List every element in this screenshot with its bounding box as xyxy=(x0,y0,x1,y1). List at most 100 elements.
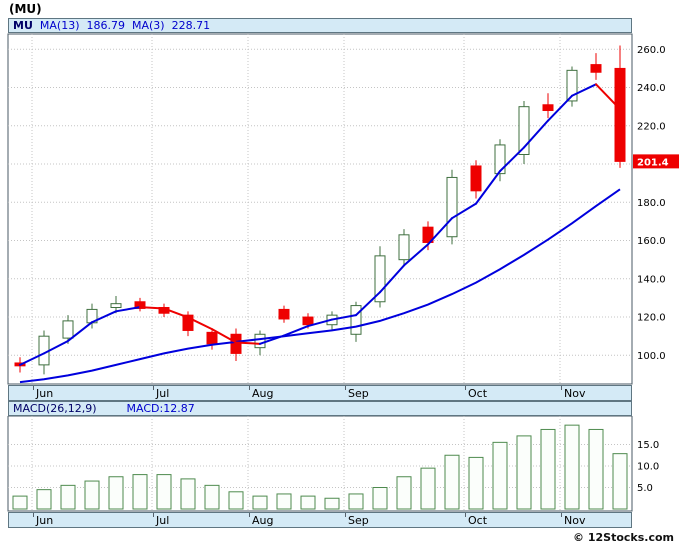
macd-histogram-chart: 15.0 10.0 5.0 xyxy=(7,416,659,512)
ma3-segment xyxy=(67,321,93,342)
ma3-segment xyxy=(139,306,165,310)
candle-body xyxy=(62,320,74,339)
ma3-segment xyxy=(475,170,501,205)
macd-indicator-label: MACD(26,12,9) xyxy=(13,402,97,415)
month-tick xyxy=(153,513,154,517)
macd-axis-label: 15.0 xyxy=(637,440,659,451)
macd-bar xyxy=(540,428,556,510)
candle-body xyxy=(254,333,266,349)
macd-bar xyxy=(468,456,484,510)
month-label-nov: Nov xyxy=(564,514,586,527)
macd-bar xyxy=(60,484,76,510)
candle-body xyxy=(206,331,218,345)
ma3-segment xyxy=(595,83,621,111)
ma13-line xyxy=(19,188,621,384)
candle-body xyxy=(566,69,578,102)
month-tick xyxy=(249,513,250,517)
macd-axis-label: 5.0 xyxy=(637,483,653,494)
ma3-segment xyxy=(43,339,69,355)
macd-bar xyxy=(420,467,436,510)
candle-body xyxy=(374,255,386,303)
macd-plot-border xyxy=(7,416,633,512)
month-label-jul: Jul xyxy=(156,387,170,400)
month-label-oct: Oct xyxy=(468,387,488,400)
macd-bar xyxy=(372,487,388,510)
candle-body xyxy=(590,64,602,73)
macd-bar xyxy=(36,489,52,510)
current-price-label: 201.4 xyxy=(637,157,669,168)
ma13-legend-value: 186.79 xyxy=(86,19,126,32)
chart-legend: MU MA(13) 186.79 MA(3) 228.71 xyxy=(8,18,632,33)
ma3-segment xyxy=(427,217,453,246)
candle-body xyxy=(614,67,626,162)
macd-bar xyxy=(564,424,580,510)
ma3-segment xyxy=(283,325,309,337)
ma3-segment xyxy=(331,314,357,321)
ma3-segment xyxy=(523,119,549,149)
month-label-jun: Jun xyxy=(36,514,54,527)
macd-bar xyxy=(348,493,364,510)
macd-bar xyxy=(516,435,532,510)
ma3-segment xyxy=(19,352,45,366)
month-axis-top: Jun Jul Aug Sep Oct Nov xyxy=(8,385,632,401)
candle-body xyxy=(542,104,554,112)
macd-bar xyxy=(276,493,292,510)
macd-bar xyxy=(588,428,604,510)
month-label-aug: Aug xyxy=(252,387,274,400)
macd-axis-label: 10.0 xyxy=(637,462,659,473)
candle-body xyxy=(182,314,194,331)
month-label-oct: Oct xyxy=(468,514,488,527)
month-tick xyxy=(561,386,562,390)
ma3-legend-label: MA(3) xyxy=(132,19,165,32)
month-label-sep: Sep xyxy=(348,514,369,527)
macd-bar xyxy=(324,497,340,510)
ma3-segment xyxy=(547,94,573,122)
macd-bar xyxy=(492,441,508,510)
main-price-chart: 260.0240.0220.0200.0180.0160.0140.0120.0… xyxy=(7,33,679,385)
month-tick xyxy=(465,386,466,390)
month-tick xyxy=(465,513,466,517)
candle-body xyxy=(518,106,530,155)
macd-bar xyxy=(180,478,196,510)
candle-body xyxy=(494,144,506,175)
price-axis-label: 100.0 xyxy=(637,351,666,362)
month-tick xyxy=(345,386,346,390)
candle-body xyxy=(302,316,314,326)
macd-bar xyxy=(612,453,628,510)
macd-bar xyxy=(204,484,220,510)
ma3-segment xyxy=(235,341,261,345)
macd-indicator-value: MACD:12.87 xyxy=(126,402,195,415)
ma3-segment xyxy=(163,307,189,319)
price-axis-label: 120.0 xyxy=(637,313,666,324)
ma3-segment xyxy=(259,334,285,345)
ma3-segment xyxy=(499,146,525,173)
month-label-nov: Nov xyxy=(564,387,586,400)
plot-border xyxy=(7,33,633,385)
macd-bar xyxy=(396,476,412,510)
ma3-segment xyxy=(115,306,141,313)
month-tick xyxy=(345,513,346,517)
macd-bar xyxy=(84,480,100,510)
month-tick xyxy=(153,386,154,390)
macd-header: MACD(26,12,9) MACD:12.87 xyxy=(8,401,632,416)
ma3-segment xyxy=(379,264,405,294)
macd-bar xyxy=(444,454,460,510)
candle-body xyxy=(230,333,242,354)
candle-body xyxy=(446,176,458,238)
ma3-legend-value: 228.71 xyxy=(171,19,211,32)
candle-body xyxy=(350,305,362,335)
month-tick xyxy=(249,386,250,390)
month-tick xyxy=(561,513,562,517)
macd-bar xyxy=(228,491,244,510)
macd-bar xyxy=(300,495,316,510)
candle-body xyxy=(422,226,434,243)
macd-bar xyxy=(108,476,124,510)
ma3-segment xyxy=(451,202,477,220)
macd-bar xyxy=(252,495,268,510)
ma3-segment xyxy=(187,316,213,331)
candle-body xyxy=(134,301,146,309)
price-axis-label: 140.0 xyxy=(637,274,666,285)
ma3-segment xyxy=(355,291,381,317)
current-price-badge xyxy=(633,154,679,169)
price-axis-label: 220.0 xyxy=(637,121,666,132)
